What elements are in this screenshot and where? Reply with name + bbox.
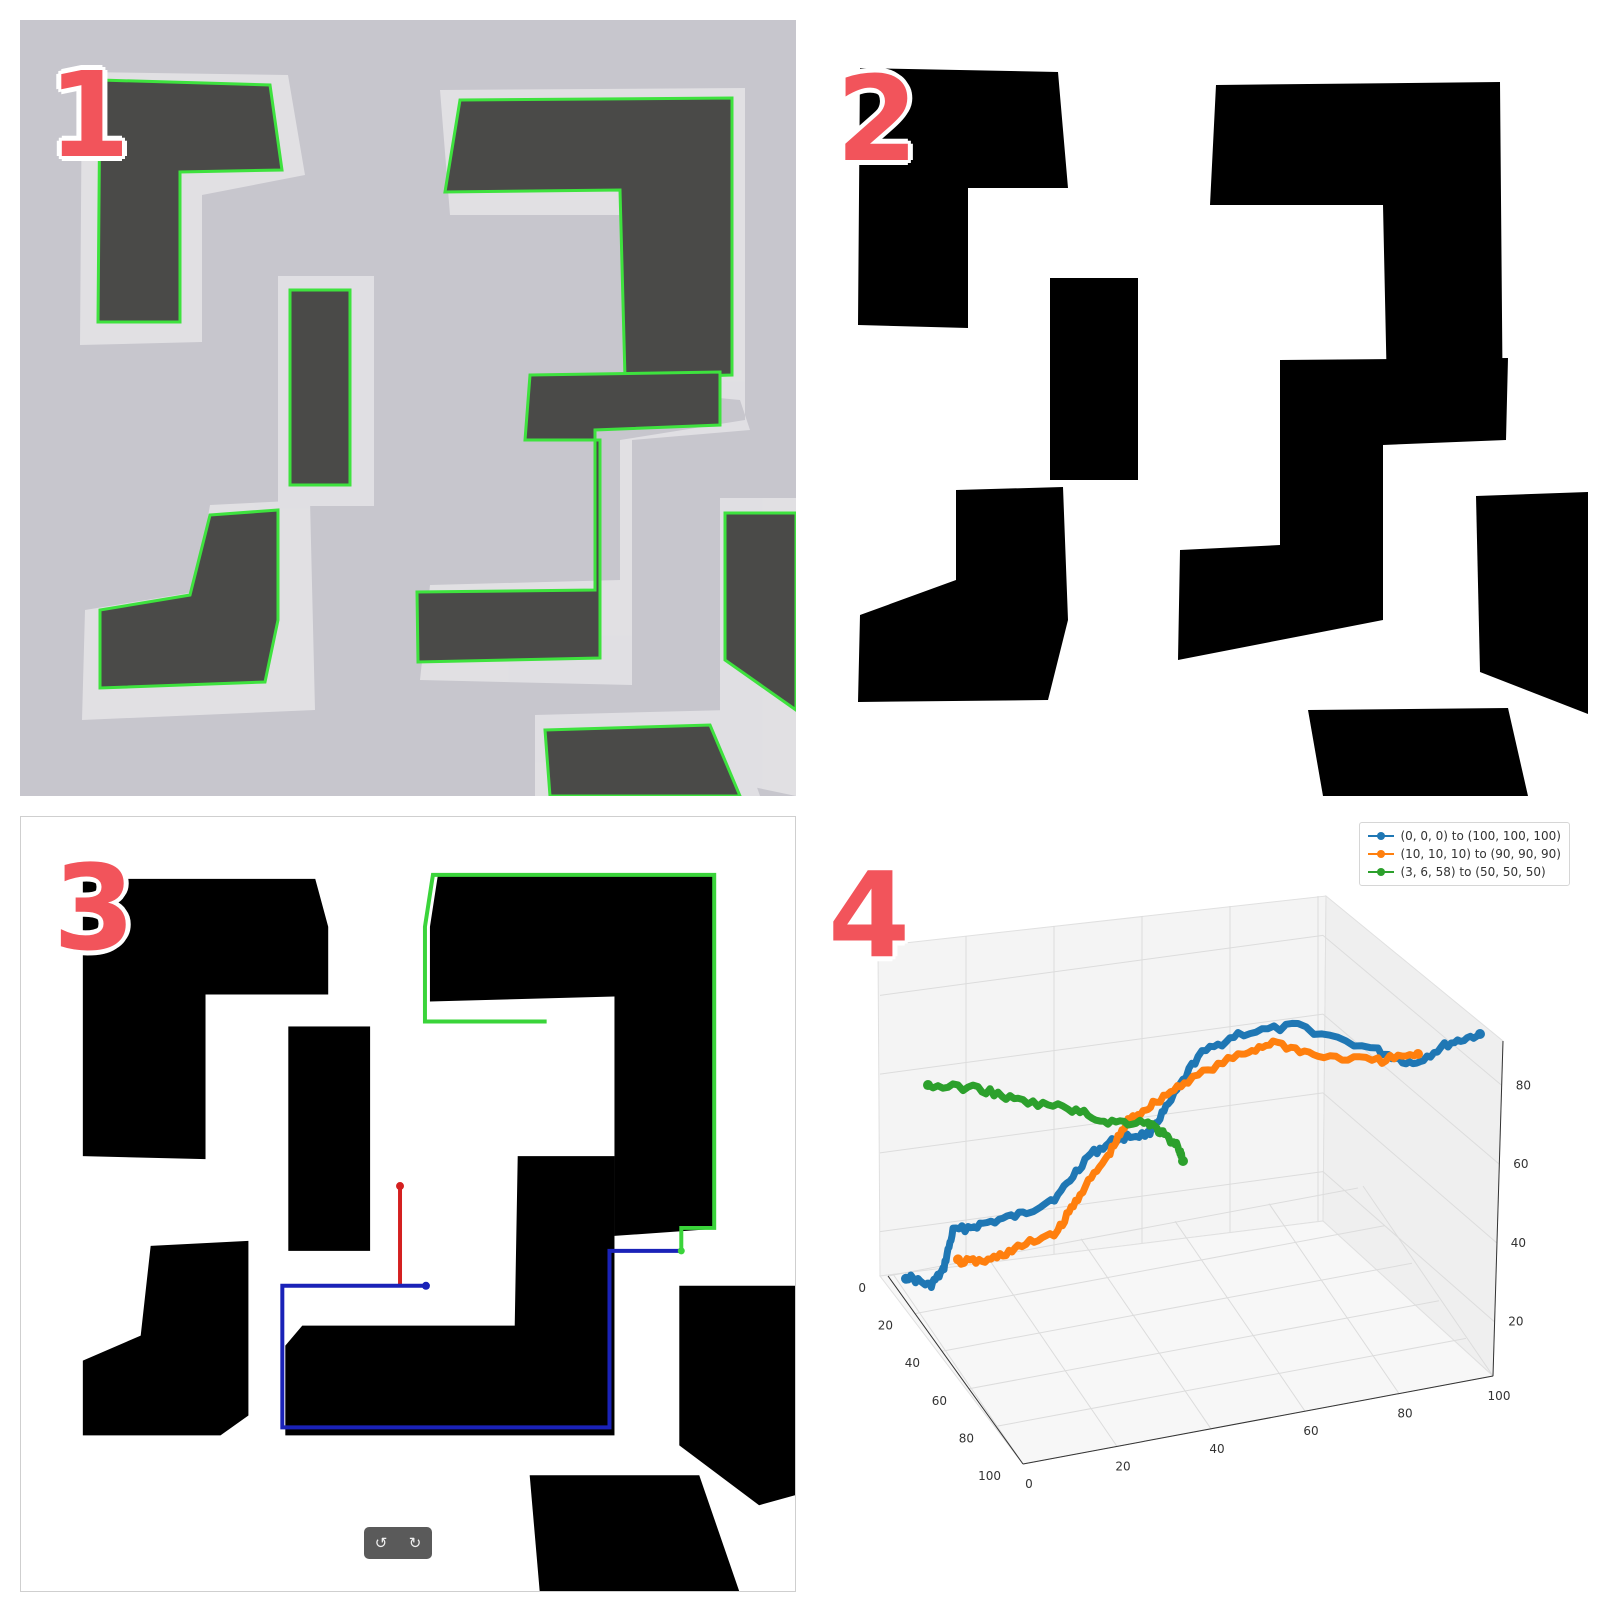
series-end-marker bbox=[1413, 1049, 1423, 1059]
z-tick-label: 80 bbox=[1516, 1078, 1531, 1092]
panel-3d-chart: 0 20 40 60 80 100 0 20 40 60 80 100 20 40 60 80 (0, 0… bbox=[818, 816, 1588, 1592]
x-tick-label: 60 bbox=[1303, 1424, 1318, 1438]
y-tick-labels: 0 20 40 60 80 100 bbox=[858, 1281, 1001, 1483]
grid-line bbox=[1268, 1203, 1400, 1394]
x-tick-label: 40 bbox=[1209, 1442, 1224, 1456]
viewer-controls: ↺ ↻ bbox=[364, 1527, 432, 1559]
y-tick-label: 20 bbox=[878, 1319, 893, 1333]
grid-line bbox=[914, 1225, 1386, 1315]
legend-label: (10, 10, 10) to (90, 90, 90) bbox=[1400, 847, 1561, 861]
series-start-marker bbox=[923, 1080, 933, 1091]
z-tick-label: 40 bbox=[1511, 1236, 1526, 1250]
x-tick-label: 0 bbox=[1025, 1477, 1033, 1491]
rotate-left-icon[interactable]: ↺ bbox=[374, 1533, 388, 1552]
rotate-right-icon[interactable]: ↻ bbox=[408, 1533, 422, 1552]
planned-paths bbox=[280, 872, 717, 1430]
x-tick-label: 20 bbox=[1115, 1459, 1130, 1473]
panel-path-planning: 3 ↺ ↻ bbox=[20, 816, 796, 1592]
series-line bbox=[902, 1019, 1484, 1291]
path-blue bbox=[280, 1248, 682, 1430]
chart-legend: (0, 0, 0) to (100, 100, 100) (10, 10, 10… bbox=[1359, 822, 1570, 886]
obstacles-map bbox=[82, 874, 795, 1591]
z-axis-line bbox=[1492, 1040, 1504, 1377]
y-tick-label: 80 bbox=[959, 1431, 974, 1445]
legend-swatch-orange bbox=[1368, 849, 1395, 859]
grid-line bbox=[879, 1013, 1324, 1075]
mask-obstacles-svg bbox=[818, 20, 1588, 796]
path-planning-svg bbox=[21, 817, 795, 1591]
y-axis-line bbox=[887, 1275, 1024, 1465]
x-tick-label: 100 bbox=[1488, 1389, 1511, 1403]
panel-label-1: 1 bbox=[48, 46, 131, 184]
photo-obstacles-svg bbox=[20, 20, 796, 796]
legend-entry: (3, 6, 58) to (50, 50, 50) bbox=[1368, 863, 1561, 881]
legend-entry: (0, 0, 0) to (100, 100, 100) bbox=[1368, 827, 1561, 845]
panel-photo-contours: 1 bbox=[20, 20, 796, 796]
series-start-marker bbox=[953, 1254, 963, 1265]
series-lines bbox=[901, 1019, 1485, 1291]
grid-line bbox=[879, 934, 1324, 996]
obstacles-mask bbox=[858, 68, 1588, 796]
y-tick-label: 60 bbox=[932, 1394, 947, 1408]
grid-line bbox=[1174, 1220, 1306, 1412]
series-line bbox=[924, 1080, 1187, 1165]
z-tick-label: 60 bbox=[1513, 1157, 1528, 1171]
path-green bbox=[422, 872, 717, 1251]
grid-line bbox=[986, 1256, 1118, 1447]
grid-line bbox=[892, 1273, 1024, 1465]
series-end-marker bbox=[1475, 1029, 1485, 1039]
panel-binary-mask: 2 bbox=[818, 20, 1588, 796]
path-endpoints bbox=[396, 1182, 685, 1290]
grid-line bbox=[995, 1337, 1467, 1427]
legend-label: (0, 0, 0) to (100, 100, 100) bbox=[1400, 829, 1561, 843]
legend-swatch-green bbox=[1368, 867, 1395, 877]
panel-label-3: 3 bbox=[53, 839, 136, 977]
start-point-red bbox=[396, 1182, 405, 1191]
legend-entry: (10, 10, 10) to (90, 90, 90) bbox=[1368, 845, 1561, 863]
x-tick-label: 80 bbox=[1397, 1407, 1412, 1421]
grid-line bbox=[879, 1171, 1324, 1233]
grid-line bbox=[941, 1262, 1413, 1352]
obstacles-photo bbox=[96, 78, 796, 796]
grid-line bbox=[1322, 1171, 1495, 1323]
y-tick-label: 40 bbox=[905, 1356, 920, 1370]
panel-label-4: 4 bbox=[828, 846, 911, 984]
z-tick-label: 20 bbox=[1508, 1315, 1523, 1329]
grid-line bbox=[1322, 1092, 1498, 1244]
z-tick-labels: 20 40 60 80 bbox=[1508, 1078, 1531, 1328]
grid-line bbox=[968, 1300, 1440, 1390]
grid-line bbox=[1322, 1013, 1500, 1165]
legend-swatch-blue bbox=[1368, 831, 1395, 841]
x-axis-line bbox=[1022, 1375, 1494, 1465]
y-tick-label: 100 bbox=[978, 1469, 1001, 1483]
grid-line bbox=[1080, 1238, 1212, 1430]
waypoint-green bbox=[677, 1247, 685, 1255]
series-line bbox=[954, 1037, 1422, 1268]
panel-label-2: 2 bbox=[836, 50, 919, 188]
chart-3d-svg: 0 20 40 60 80 100 0 20 40 60 80 100 20 40 60 80 bbox=[818, 816, 1588, 1592]
grid-line bbox=[1322, 934, 1503, 1086]
waypoint-blue bbox=[421, 1281, 430, 1290]
series-end-marker bbox=[1178, 1156, 1188, 1166]
grid-line bbox=[1362, 1185, 1494, 1377]
y-tick-label: 0 bbox=[858, 1281, 866, 1295]
series-start-marker bbox=[901, 1273, 911, 1284]
x-tick-labels: 0 20 40 60 80 100 bbox=[1025, 1389, 1510, 1491]
legend-label: (3, 6, 58) to (50, 50, 50) bbox=[1400, 865, 1546, 879]
